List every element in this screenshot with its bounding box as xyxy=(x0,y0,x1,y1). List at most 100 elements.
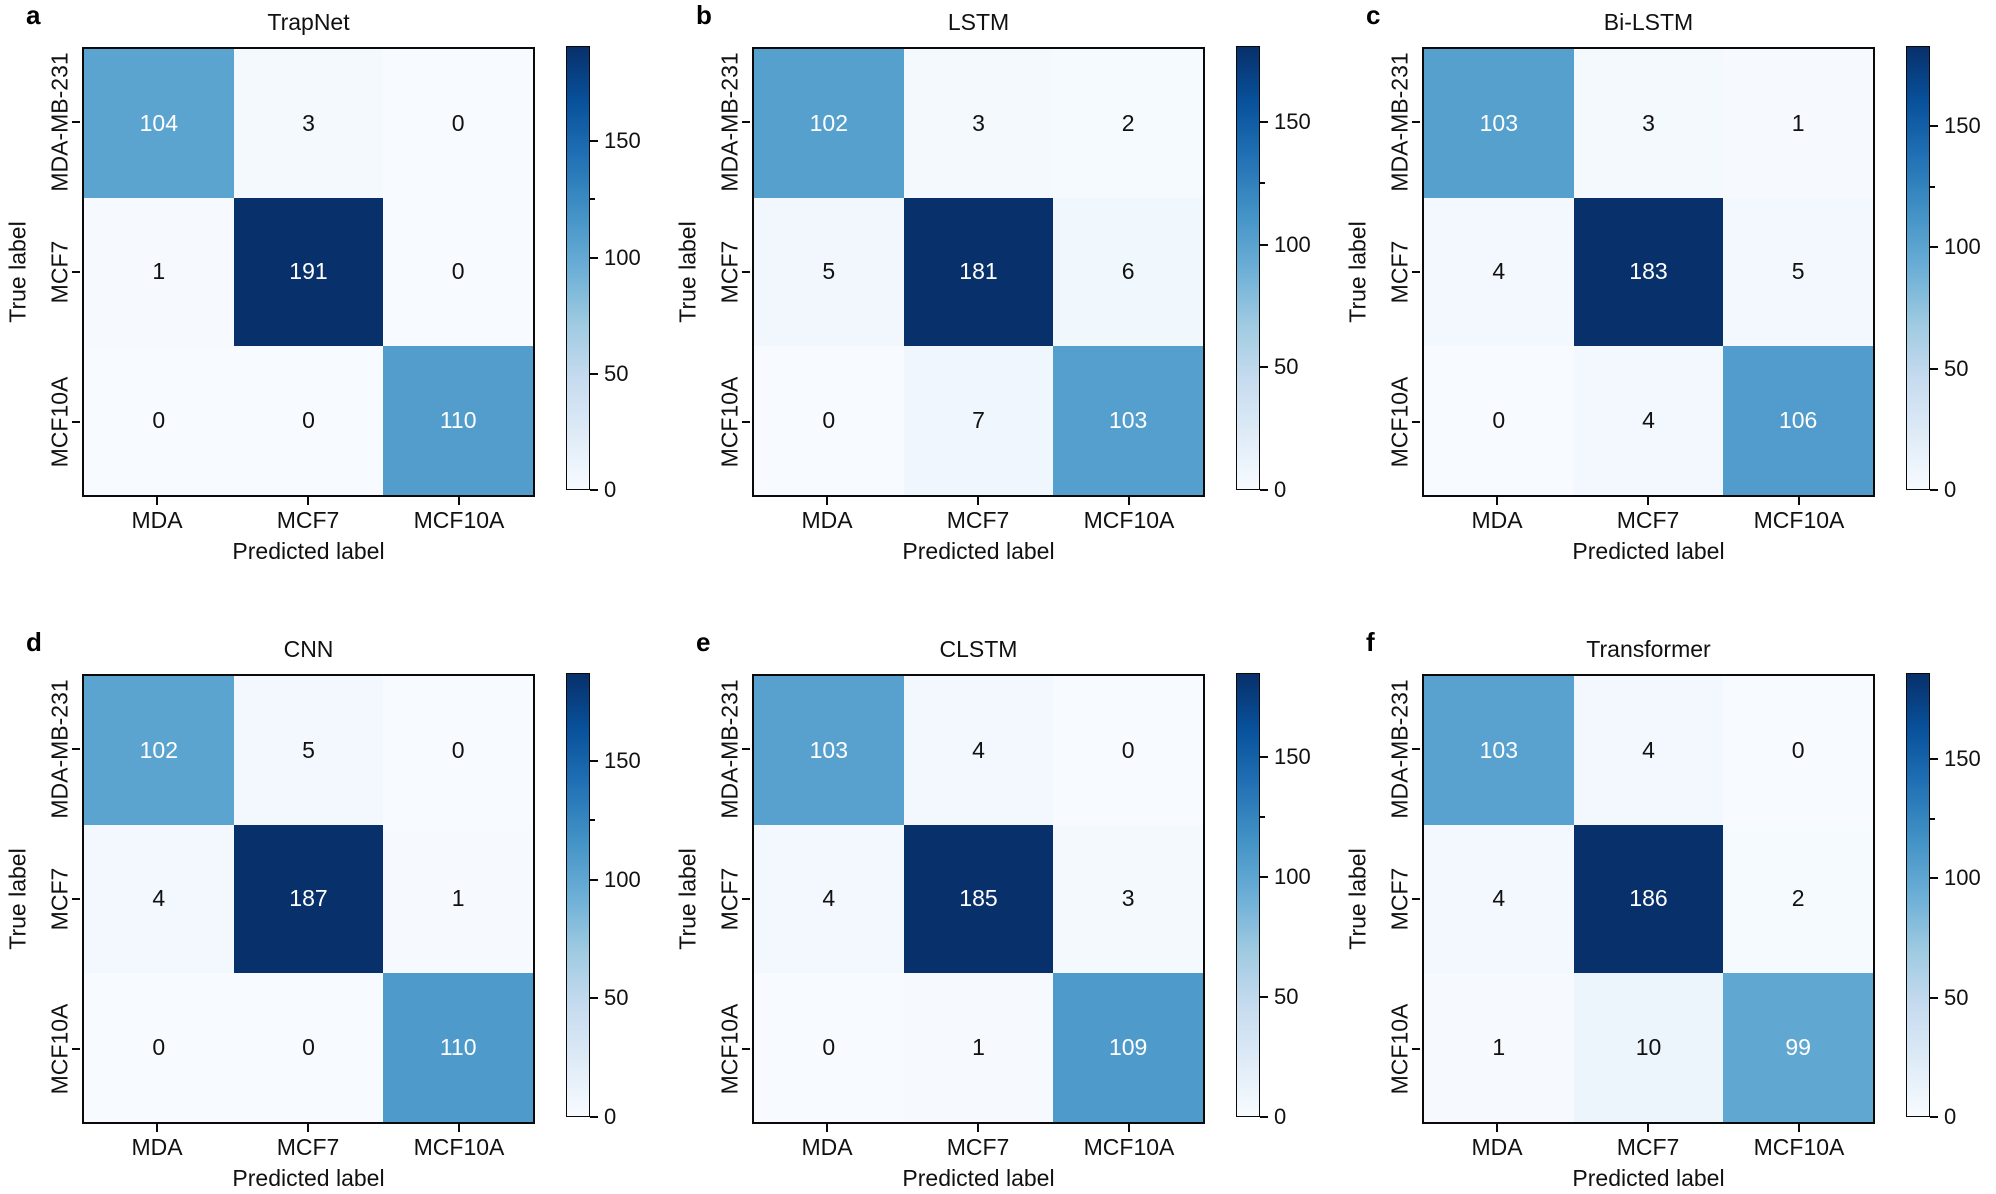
y-tick-mark xyxy=(1412,898,1420,900)
colorbar-tick-mark xyxy=(590,759,598,762)
x-tick-label: MCF7 xyxy=(946,507,1010,533)
matrix-cell: 4 xyxy=(1573,676,1724,825)
x-tick-label: MDA xyxy=(801,507,853,533)
y-tick-mark xyxy=(742,898,750,900)
matrix-cell: 4 xyxy=(1424,824,1574,974)
x-tick-mark xyxy=(156,497,158,505)
matrix-cell: 7 xyxy=(903,346,1054,495)
x-tick-label: MCF10A xyxy=(413,1134,505,1160)
matrix-cell: 4 xyxy=(84,824,234,974)
colorbar-tick-mark xyxy=(1930,125,1938,128)
y-tick-mark xyxy=(742,421,750,423)
matrix-cell: 5 xyxy=(754,197,904,347)
colorbar-minor-tick-mark xyxy=(1930,185,1935,188)
matrix-cell: 102 xyxy=(754,49,904,198)
colorbar-tick-label: 50 xyxy=(1944,984,1969,1010)
colorbar-tick-label: 0 xyxy=(1944,477,1957,502)
x-tick-label: MCF10A xyxy=(1083,1134,1175,1160)
x-tick-mark xyxy=(1647,1124,1649,1132)
x-axis-label: Predicted label xyxy=(232,1165,385,1191)
panel-d: d CNN True label MDA-MB-231 MCF7 MCF10A … xyxy=(0,627,670,1194)
matrix-cell: 4 xyxy=(754,824,904,974)
matrix-cell: 1 xyxy=(1424,973,1574,1122)
panel-title: TrapNet xyxy=(267,9,350,35)
matrix-cell: 102 xyxy=(84,676,234,825)
matrix-cell: 104 xyxy=(84,49,234,198)
colorbar-minor-tick-mark xyxy=(1930,817,1935,820)
colorbar-tick-label: 150 xyxy=(1944,745,1981,771)
panel-e: e CLSTM True label MDA-MB-231 MCF7 MCF10… xyxy=(670,627,1340,1194)
x-tick-mark xyxy=(1128,1124,1130,1132)
colorbar-tick-label: 150 xyxy=(604,128,641,154)
panel-c: c Bi-LSTM True label MDA-MB-231 MCF7 MCF… xyxy=(1340,0,1996,620)
matrix-cell: 1 xyxy=(903,973,1054,1122)
colorbar-tick-label: 100 xyxy=(604,866,641,892)
y-tick-mark xyxy=(1412,271,1420,273)
colorbar-ticks: 150 100 50 0 xyxy=(670,0,1340,620)
x-tick-mark xyxy=(826,497,828,505)
y-tick-mark xyxy=(742,1048,750,1050)
x-tick-label: MCF10A xyxy=(1753,1134,1845,1160)
matrix-cell: 185 xyxy=(903,824,1054,974)
x-tick-label: MDA xyxy=(1471,507,1523,533)
matrix-cell: 191 xyxy=(233,197,384,347)
matrix-cell: 0 xyxy=(233,346,384,495)
x-tick-label: MDA xyxy=(1471,1134,1523,1160)
panel-letter: e xyxy=(696,627,711,657)
matrix-cell: 5 xyxy=(1723,197,1873,347)
matrix-cell: 109 xyxy=(1053,973,1203,1122)
matrix-cell: 0 xyxy=(1053,676,1203,825)
colorbar-tick-mark xyxy=(1930,757,1938,760)
matrix-cell: 3 xyxy=(1053,824,1203,974)
colorbar-minor-tick-mark xyxy=(1260,816,1265,818)
colorbar-tick-mark xyxy=(1930,246,1938,249)
y-tick-mark xyxy=(72,421,80,423)
y-tick-mark xyxy=(742,748,750,750)
panel-letter: f xyxy=(1366,627,1375,657)
x-axis-label: Predicted label xyxy=(232,538,385,564)
confusion-matrix: 103 4 0 4 186 2 1 10 99 xyxy=(1422,674,1875,1124)
x-tick-mark xyxy=(1798,1124,1800,1132)
colorbar-tick-mark xyxy=(1260,1116,1268,1118)
y-tick-mark xyxy=(72,271,80,273)
colorbar-tick-label: 0 xyxy=(1944,1104,1957,1129)
y-tick-mark xyxy=(1412,748,1420,750)
x-tick-label: MCF7 xyxy=(1616,507,1680,533)
x-tick-label: MCF7 xyxy=(1616,1134,1680,1160)
colorbar-tick-mark xyxy=(1260,366,1268,369)
matrix-cell: 3 xyxy=(233,49,384,198)
y-tick-mark xyxy=(742,121,750,123)
confusion-matrix: 104 3 0 1 191 0 0 0 110 xyxy=(82,47,535,497)
colorbar-ticks: 150 100 50 0 xyxy=(1340,627,1996,1194)
colorbar xyxy=(1236,46,1260,490)
matrix-cell: 186 xyxy=(1573,824,1724,974)
colorbar-tick-label: 50 xyxy=(604,985,629,1011)
confusion-matrix: 102 3 2 5 181 6 0 7 103 xyxy=(752,47,1205,497)
x-tick-mark xyxy=(458,1124,460,1132)
colorbar-tick-label: 100 xyxy=(1944,234,1981,260)
matrix-cell: 187 xyxy=(233,824,384,974)
confusion-matrix: 102 5 0 4 187 1 0 0 110 xyxy=(82,674,535,1124)
x-tick-mark xyxy=(307,1124,309,1132)
x-tick-label: MDA xyxy=(131,507,183,533)
matrix-cell: 0 xyxy=(754,973,904,1122)
colorbar xyxy=(1236,673,1260,1117)
colorbar-tick-mark xyxy=(1930,877,1938,880)
x-tick-mark xyxy=(977,1124,979,1132)
confusion-matrix: 103 3 1 4 183 5 0 4 106 xyxy=(1422,47,1875,497)
matrix-cell: 0 xyxy=(84,973,234,1122)
panel-letter: a xyxy=(26,0,41,30)
matrix-cell: 106 xyxy=(1723,346,1873,495)
colorbar-tick-label: 50 xyxy=(1274,354,1299,380)
matrix-cell: 99 xyxy=(1723,973,1873,1122)
colorbar-tick-mark xyxy=(1930,367,1938,370)
colorbar-tick-label: 50 xyxy=(1274,984,1299,1009)
matrix-cell: 103 xyxy=(754,676,904,825)
panel-letter: b xyxy=(696,0,712,30)
y-tick-mark xyxy=(72,1048,80,1050)
panel-title: LSTM xyxy=(947,9,1010,35)
x-tick-mark xyxy=(977,497,979,505)
x-tick-mark xyxy=(1128,497,1130,505)
panel-b: b LSTM True label MDA-MB-231 MCF7 MCF10A… xyxy=(670,0,1340,620)
matrix-cell: 4 xyxy=(1573,346,1724,495)
